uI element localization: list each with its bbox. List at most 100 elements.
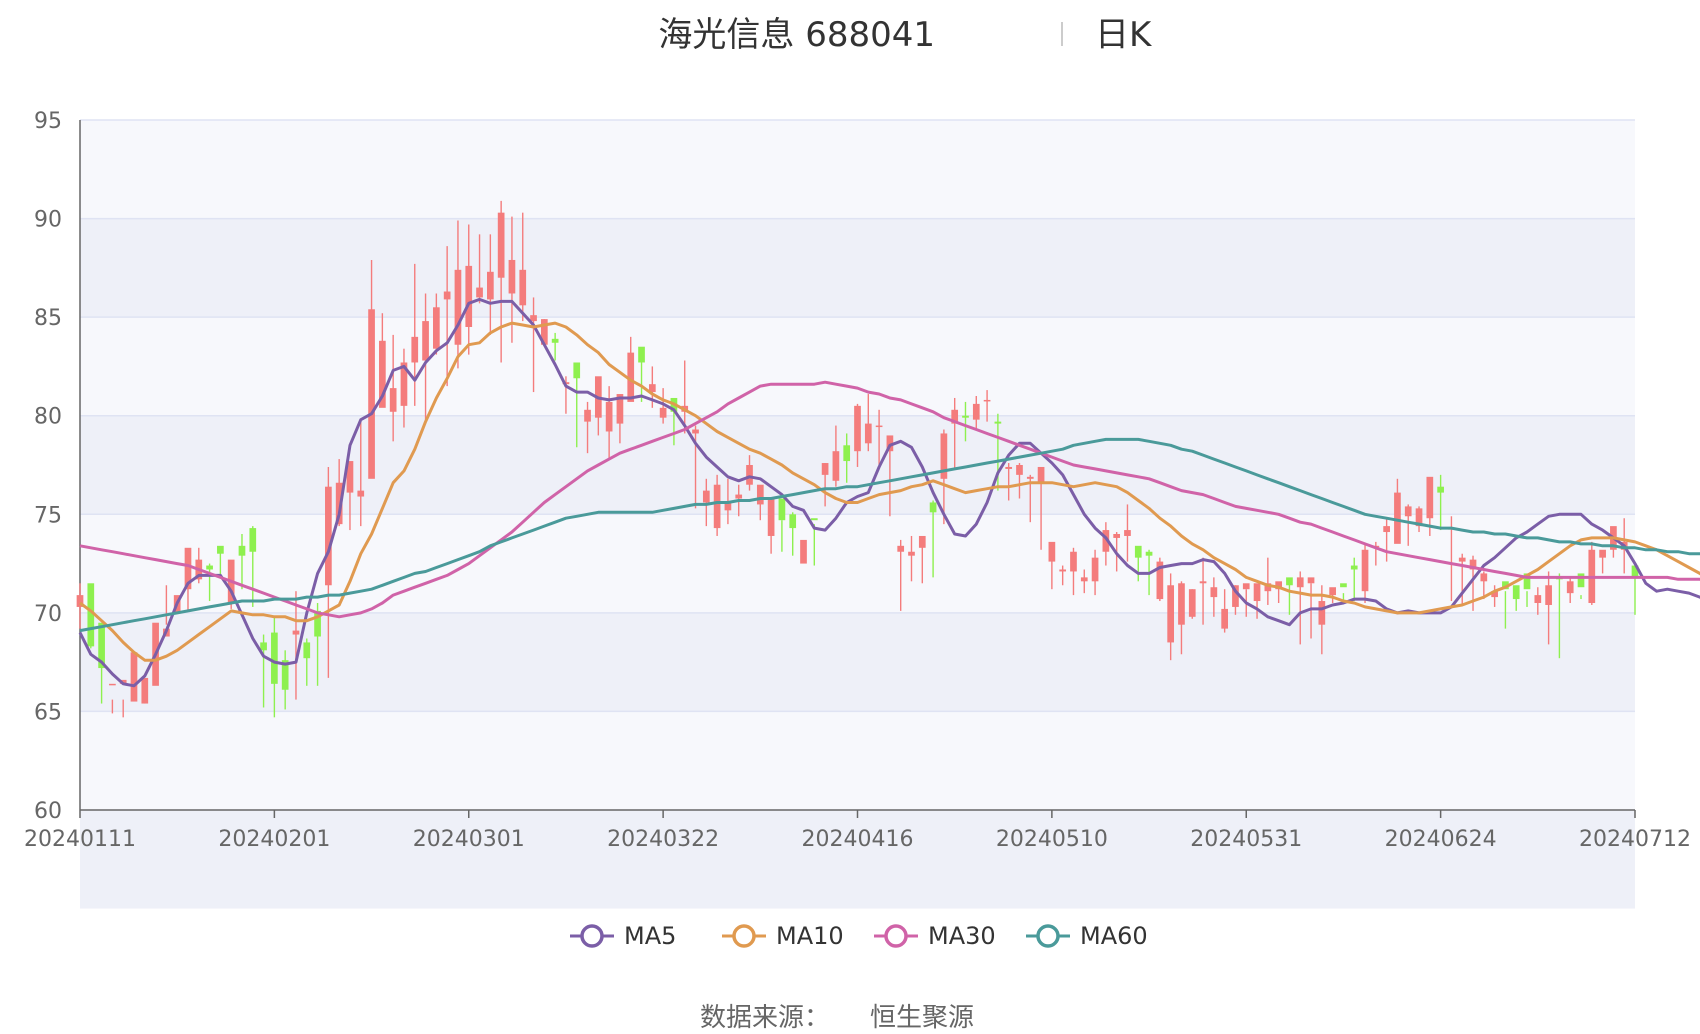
candle [864, 394, 872, 452]
ma-line-ma60 [79, 437, 1700, 633]
candle-body [1361, 549, 1369, 592]
candle [1188, 589, 1196, 619]
candle [1404, 504, 1412, 546]
candle-body [1005, 466, 1013, 469]
candle-body [702, 490, 710, 503]
candle-body [1340, 583, 1347, 588]
candle-body [756, 484, 764, 505]
candle-body [778, 498, 786, 521]
y-tick-label: 85 [34, 306, 62, 331]
candle-body [1102, 530, 1110, 552]
candle-body [1080, 577, 1088, 582]
candle-body [1534, 595, 1542, 603]
period-title: 日K [1095, 15, 1153, 55]
candle-body [897, 545, 905, 552]
candle-body [854, 405, 861, 452]
candle-body [1512, 585, 1520, 600]
candle-body [357, 490, 365, 497]
candle-body [908, 551, 915, 556]
candle-body [573, 362, 581, 379]
candle [454, 220, 462, 369]
candle [1566, 577, 1574, 603]
candle-body [184, 547, 192, 590]
candle-body [76, 595, 84, 607]
x-tick-label: 20240624 [1385, 827, 1497, 852]
y-tick-label: 95 [34, 109, 62, 134]
candle [1286, 577, 1293, 615]
candle-body [1232, 585, 1239, 607]
candle [1491, 585, 1498, 607]
candle [1210, 577, 1218, 617]
candle [1070, 547, 1077, 596]
candle [400, 348, 408, 428]
candle-body [994, 421, 1002, 424]
candle-body [433, 307, 440, 349]
candle [1394, 478, 1401, 544]
candle-body [1059, 569, 1067, 572]
y-tick-label: 80 [34, 405, 62, 430]
legend-item-ma10: MA10 [722, 922, 844, 950]
candle-body [1221, 608, 1229, 629]
source-note: 数据来源： 恒生聚源 [700, 1003, 974, 1033]
candle [1059, 565, 1067, 586]
candle-body [983, 399, 991, 402]
candle-body [1145, 551, 1153, 556]
candle [1102, 522, 1110, 566]
grid-band [80, 810, 1635, 909]
candle-body [141, 677, 149, 704]
candle [918, 535, 926, 584]
candle-body [98, 622, 105, 669]
candle-body [1286, 577, 1293, 586]
candle [206, 563, 213, 602]
x-tick-label: 20240531 [1190, 827, 1302, 852]
ma-line-ma5 [78, 297, 1700, 688]
candle-body [875, 425, 883, 428]
candle-body [1124, 530, 1131, 536]
candle-body [1566, 581, 1574, 594]
candle-body [422, 321, 429, 361]
candle [551, 332, 559, 361]
candle [76, 583, 84, 629]
x-tick-label: 20240201 [218, 827, 330, 852]
candle [325, 466, 332, 678]
candle [1296, 571, 1304, 645]
candle-body [465, 265, 473, 327]
candle-body [411, 336, 419, 363]
x-axis: 20240111 20240201 20240301 20240322 20240416… [24, 809, 1691, 852]
legend-item-ma5: MA5 [570, 922, 676, 950]
y-tick-label: 90 [34, 208, 62, 233]
candle-body [940, 433, 948, 479]
candle-body [519, 269, 527, 306]
candle [929, 500, 937, 578]
candle-body [1167, 585, 1175, 643]
candle-body [832, 451, 840, 481]
candle [972, 396, 980, 430]
candle-body [821, 463, 829, 475]
candle [1005, 463, 1013, 501]
candle-body [1264, 583, 1272, 592]
candle-body [1404, 506, 1412, 517]
candle [1502, 581, 1509, 629]
chart-title: 海光信息 688041 日K [658, 15, 1153, 55]
candle [756, 484, 764, 521]
candle [292, 591, 300, 700]
candle-body [476, 287, 483, 298]
candle [940, 429, 948, 525]
candle-body [454, 269, 462, 345]
candle-body [1091, 557, 1099, 582]
candle [1383, 518, 1390, 562]
candle [875, 409, 883, 465]
candle [616, 394, 624, 444]
candle [994, 413, 1002, 491]
candle-body [616, 394, 624, 424]
candle [1275, 581, 1282, 603]
candle [1318, 585, 1326, 655]
candle [854, 403, 861, 467]
x-tick-label: 20240301 [413, 827, 525, 852]
candle-body [1415, 508, 1423, 527]
x-tick-label: 20240111 [24, 827, 136, 852]
candle-body [659, 407, 667, 418]
candle [1016, 463, 1023, 499]
candle [433, 293, 440, 355]
candle [767, 498, 775, 554]
